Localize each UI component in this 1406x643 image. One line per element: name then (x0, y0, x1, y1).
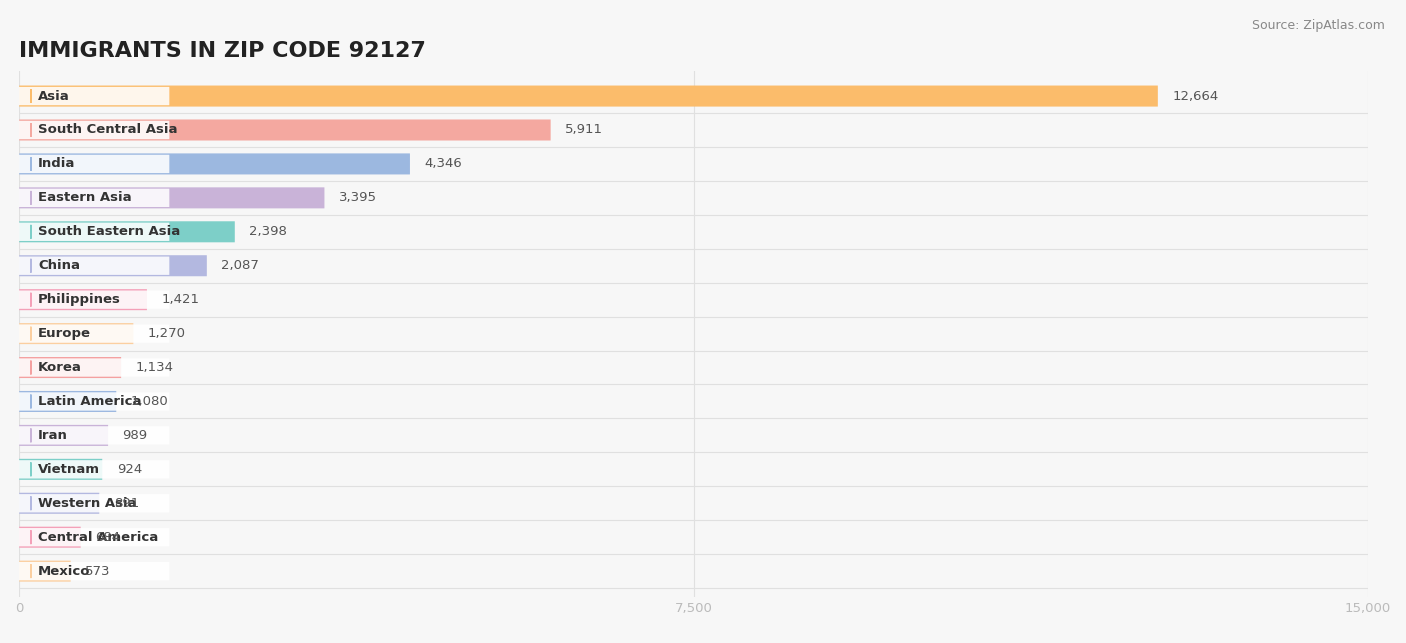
Text: 1,134: 1,134 (135, 361, 173, 374)
FancyBboxPatch shape (20, 154, 411, 174)
FancyBboxPatch shape (20, 323, 134, 344)
FancyBboxPatch shape (20, 221, 235, 242)
FancyBboxPatch shape (17, 291, 169, 309)
FancyBboxPatch shape (20, 527, 80, 548)
Text: 1,270: 1,270 (148, 327, 186, 340)
Text: Source: ZipAtlas.com: Source: ZipAtlas.com (1251, 19, 1385, 32)
FancyBboxPatch shape (17, 392, 169, 411)
Text: Korea: Korea (38, 361, 82, 374)
FancyBboxPatch shape (20, 120, 551, 141)
FancyBboxPatch shape (20, 493, 100, 514)
Text: 1,421: 1,421 (162, 293, 200, 306)
Text: 2,398: 2,398 (249, 225, 287, 239)
Text: Iran: Iran (38, 429, 67, 442)
FancyBboxPatch shape (17, 562, 169, 580)
Text: 891: 891 (114, 497, 139, 510)
Text: Eastern Asia: Eastern Asia (38, 192, 132, 204)
Text: 4,346: 4,346 (425, 158, 463, 170)
Text: 2,087: 2,087 (221, 259, 259, 272)
FancyBboxPatch shape (17, 257, 169, 275)
FancyBboxPatch shape (20, 187, 325, 208)
Text: Mexico: Mexico (38, 565, 90, 577)
Text: India: India (38, 158, 76, 170)
Text: Philippines: Philippines (38, 293, 121, 306)
FancyBboxPatch shape (17, 528, 169, 547)
FancyBboxPatch shape (20, 255, 207, 276)
Text: Vietnam: Vietnam (38, 463, 100, 476)
FancyBboxPatch shape (17, 121, 169, 139)
Text: 1,080: 1,080 (131, 395, 169, 408)
FancyBboxPatch shape (17, 494, 169, 512)
Text: 12,664: 12,664 (1173, 89, 1219, 103)
Text: Latin America: Latin America (38, 395, 142, 408)
FancyBboxPatch shape (20, 86, 1157, 107)
FancyBboxPatch shape (17, 87, 169, 105)
Text: Europe: Europe (38, 327, 91, 340)
Text: Central America: Central America (38, 530, 159, 544)
Text: 5,911: 5,911 (565, 123, 603, 136)
Text: IMMIGRANTS IN ZIP CODE 92127: IMMIGRANTS IN ZIP CODE 92127 (20, 41, 426, 60)
Text: 989: 989 (122, 429, 148, 442)
FancyBboxPatch shape (17, 325, 169, 343)
FancyBboxPatch shape (17, 460, 169, 478)
Text: 573: 573 (86, 565, 111, 577)
Text: 924: 924 (117, 463, 142, 476)
Text: Asia: Asia (38, 89, 70, 103)
FancyBboxPatch shape (17, 358, 169, 377)
FancyBboxPatch shape (20, 391, 117, 412)
FancyBboxPatch shape (20, 561, 70, 582)
Text: China: China (38, 259, 80, 272)
FancyBboxPatch shape (20, 425, 108, 446)
Text: 684: 684 (96, 530, 120, 544)
FancyBboxPatch shape (20, 459, 103, 480)
FancyBboxPatch shape (17, 426, 169, 444)
FancyBboxPatch shape (17, 222, 169, 241)
FancyBboxPatch shape (17, 155, 169, 173)
FancyBboxPatch shape (17, 188, 169, 207)
Text: South Eastern Asia: South Eastern Asia (38, 225, 180, 239)
FancyBboxPatch shape (20, 289, 148, 310)
Text: South Central Asia: South Central Asia (38, 123, 177, 136)
Text: Western Asia: Western Asia (38, 497, 136, 510)
FancyBboxPatch shape (20, 357, 121, 378)
Text: 3,395: 3,395 (339, 192, 377, 204)
